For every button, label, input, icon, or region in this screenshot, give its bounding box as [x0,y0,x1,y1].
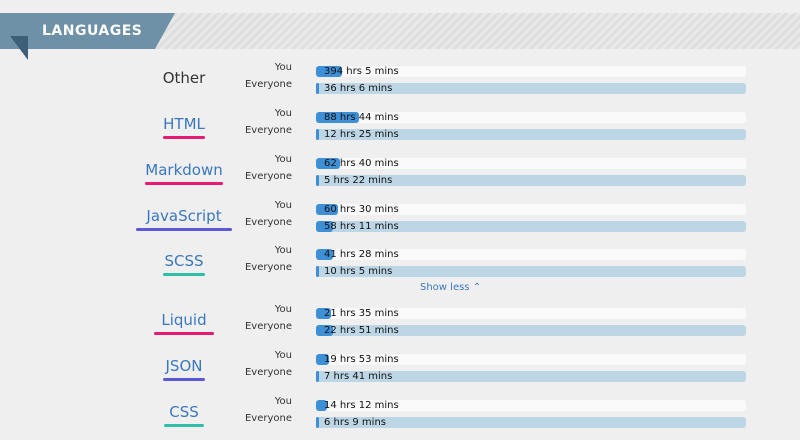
section-ribbon [0,13,175,49]
section-title: LANGUAGES [42,23,143,39]
language-underline [145,182,223,185]
everyone-bar-track: 7 hrs 41 mins [316,371,746,382]
language-name[interactable]: JSON [165,357,203,375]
everyone-bar-track: 22 hrs 51 mins [316,325,746,336]
you-bar-track: 62 hrs 40 mins [316,158,746,169]
everyone-label: Everyone [244,217,292,228]
everyone-bar-track: 5 hrs 22 mins [316,175,746,186]
everyone-bar-fill [316,325,334,336]
everyone-bar-fill [316,371,319,382]
you-bar-fill [316,112,359,123]
you-bar-track: 14 hrs 12 mins [316,400,746,411]
everyone-bar-track: 6 hrs 9 mins [316,417,746,428]
language-name[interactable]: CSS [169,403,199,421]
language-name: Other [162,69,206,87]
language-underline [136,228,232,231]
you-bar-track: 88 hrs 44 mins [316,112,746,123]
everyone-time-value: 36 hrs 6 mins [324,83,393,94]
you-time-value: 60 hrs 30 mins [324,204,399,215]
language-underline [163,273,205,276]
everyone-time-value: 10 hrs 5 mins [324,266,393,277]
everyone-bar-fill [316,129,320,140]
you-bar-fill [316,66,342,77]
language-underline [164,424,204,427]
everyone-bar-track: 10 hrs 5 mins [316,266,746,277]
everyone-label: Everyone [244,262,292,273]
language-underline [163,136,205,139]
everyone-time-value: 7 hrs 41 mins [324,371,393,382]
you-bar-fill [316,400,327,411]
you-label: You [274,108,292,119]
everyone-bar-track: 36 hrs 6 mins [316,83,746,94]
you-time-value: 41 hrs 28 mins [324,249,399,260]
you-time-value: 21 hrs 35 mins [324,308,399,319]
you-bar-track: 41 hrs 28 mins [316,249,746,260]
everyone-label: Everyone [244,367,292,378]
language-name[interactable]: Liquid [161,311,207,329]
you-label: You [274,200,292,211]
you-label: You [274,304,292,315]
you-label: You [274,396,292,407]
show-less-link[interactable]: Show less ⌃ [420,282,482,293]
everyone-bar-fill [316,417,319,428]
language-name[interactable]: Markdown [145,161,223,179]
everyone-time-value: 6 hrs 9 mins [324,417,386,428]
you-label: You [274,154,292,165]
language-name[interactable]: SCSS [164,252,204,270]
everyone-label: Everyone [244,79,292,90]
language-name[interactable]: HTML [163,115,205,133]
you-bar-fill [316,204,338,215]
you-bar-fill [316,158,340,169]
everyone-time-value: 58 hrs 11 mins [324,221,399,232]
everyone-label: Everyone [244,321,292,332]
you-label: You [274,62,292,73]
you-bar-track: 21 hrs 35 mins [316,308,746,319]
you-bar-track: 394 hrs 5 mins [316,66,746,77]
everyone-label: Everyone [244,413,292,424]
you-bar-track: 60 hrs 30 mins [316,204,746,215]
you-bar-track: 19 hrs 53 mins [316,354,746,365]
you-time-value: 88 hrs 44 mins [324,112,399,123]
you-bar-fill [316,249,334,260]
everyone-time-value: 22 hrs 51 mins [324,325,399,336]
you-label: You [274,245,292,256]
everyone-bar-fill [316,83,320,94]
you-time-value: 19 hrs 53 mins [324,354,399,365]
you-bar-fill [316,354,329,365]
you-time-value: 62 hrs 40 mins [324,158,399,169]
everyone-bar-track: 12 hrs 25 mins [316,129,746,140]
everyone-bar-fill [316,266,319,277]
language-underline [163,378,205,381]
you-time-value: 394 hrs 5 mins [324,66,399,77]
everyone-label: Everyone [244,125,292,136]
everyone-bar-track: 58 hrs 11 mins [316,221,746,232]
everyone-time-value: 5 hrs 22 mins [324,175,393,186]
everyone-label: Everyone [244,171,292,182]
everyone-bar-fill [316,221,334,232]
you-label: You [274,350,292,361]
you-bar-fill [316,308,332,319]
everyone-bar-fill [316,175,319,186]
you-time-value: 14 hrs 12 mins [324,400,399,411]
language-name[interactable]: JavaScript [146,207,222,225]
language-underline [154,332,214,335]
everyone-time-value: 12 hrs 25 mins [324,129,399,140]
